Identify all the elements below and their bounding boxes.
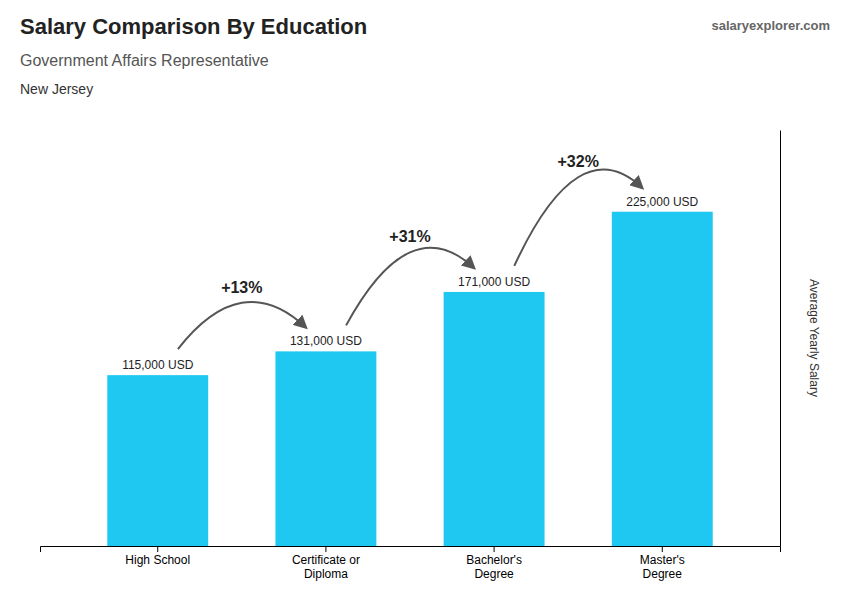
change-label: +32% — [557, 153, 598, 170]
x-tick-label-line: Bachelor's — [466, 553, 522, 567]
data-label: 131,000 USD — [290, 334, 362, 348]
x-tick-mark — [662, 546, 663, 552]
y-axis-title: Average Yearly Salary — [807, 279, 821, 397]
x-tick: Master'sDegree — [640, 546, 685, 581]
data-labels: 115,000 USD 131,000 USD 171,000 USD 225,000… — [122, 195, 698, 372]
change-label: +13% — [221, 279, 262, 296]
watermark: salaryexplorer.com — [711, 18, 830, 33]
change-arrows: +13% +31% +32% — [178, 153, 642, 349]
x-tick-label-line: Degree — [474, 567, 514, 581]
bar — [275, 351, 376, 546]
change-arrow — [514, 170, 642, 266]
x-axis-line — [41, 547, 781, 553]
location: New Jersey — [20, 81, 93, 97]
data-label: 225,000 USD — [626, 195, 698, 209]
x-tick: Bachelor'sDegree — [466, 546, 522, 581]
x-tick-label: Bachelor'sDegree — [466, 553, 522, 581]
subtitle: Government Affairs Representative — [20, 52, 269, 69]
x-tick-label-line: High School — [125, 553, 190, 567]
x-tick-label-line: Diploma — [304, 567, 348, 581]
x-tick-label-line: Degree — [643, 567, 683, 581]
x-tick-mark — [494, 546, 495, 552]
bar — [107, 375, 208, 546]
x-tick-label-line: Certificate or — [292, 553, 360, 567]
y-axis-line — [780, 131, 781, 547]
change-label: +31% — [389, 228, 430, 245]
chart: Salary Comparison By Education Government… — [0, 0, 850, 606]
bar — [612, 212, 713, 546]
data-label: 171,000 USD — [458, 275, 530, 289]
x-tick-mark — [325, 546, 326, 552]
x-tick: High School — [125, 546, 190, 567]
data-label: 115,000 USD — [122, 358, 193, 372]
x-tick-label: High School — [125, 553, 190, 567]
x-axis: High School Certificate orDiploma Bachelor… — [41, 546, 781, 581]
plot: High School Certificate orDiploma Bachelor… — [41, 131, 781, 581]
change-arrow — [346, 248, 474, 326]
bar — [444, 292, 545, 546]
x-tick-label-line: Master's — [640, 553, 685, 567]
change-arrow — [178, 302, 306, 349]
x-tick-mark — [157, 546, 158, 552]
y-axis — [780, 131, 781, 547]
bars — [107, 212, 712, 546]
x-tick-label: Master'sDegree — [640, 553, 685, 581]
x-tick: Certificate orDiploma — [292, 546, 360, 581]
title: Salary Comparison By Education — [20, 14, 367, 39]
x-tick-label: Certificate orDiploma — [292, 553, 360, 581]
